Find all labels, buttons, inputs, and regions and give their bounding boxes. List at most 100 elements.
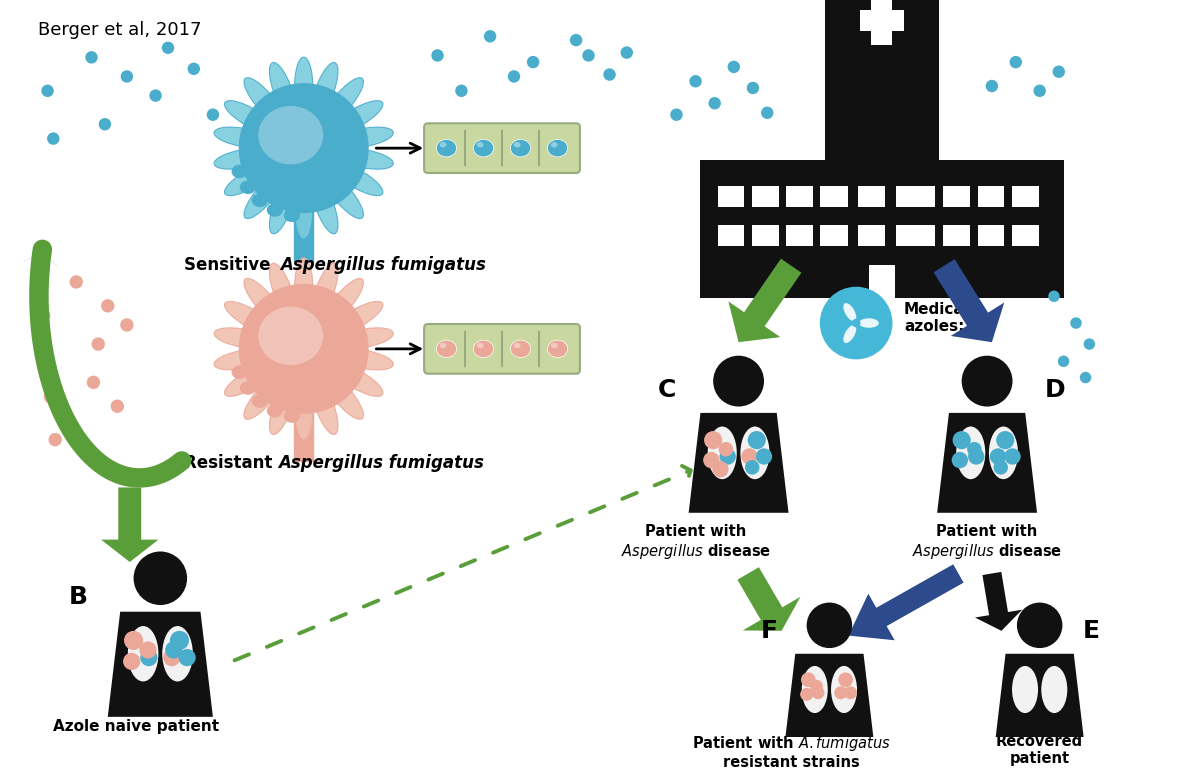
Circle shape bbox=[163, 649, 180, 666]
Ellipse shape bbox=[300, 338, 312, 348]
Ellipse shape bbox=[295, 258, 313, 316]
Ellipse shape bbox=[239, 83, 368, 213]
FancyBboxPatch shape bbox=[424, 324, 580, 374]
Text: Sensitive: Sensitive bbox=[185, 256, 276, 274]
Circle shape bbox=[1004, 448, 1021, 465]
Ellipse shape bbox=[284, 410, 299, 422]
Text: E: E bbox=[1082, 619, 1099, 644]
Circle shape bbox=[811, 686, 824, 699]
Ellipse shape bbox=[244, 373, 284, 419]
Circle shape bbox=[968, 448, 984, 465]
Circle shape bbox=[703, 452, 720, 468]
Polygon shape bbox=[738, 567, 800, 631]
Circle shape bbox=[91, 338, 104, 351]
Ellipse shape bbox=[295, 180, 313, 239]
Text: Aspergillus fumigatus: Aspergillus fumigatus bbox=[278, 454, 484, 472]
Ellipse shape bbox=[240, 181, 256, 194]
Ellipse shape bbox=[253, 374, 268, 386]
Ellipse shape bbox=[301, 324, 313, 333]
Circle shape bbox=[85, 51, 97, 63]
Ellipse shape bbox=[281, 379, 294, 389]
Ellipse shape bbox=[514, 142, 521, 147]
Circle shape bbox=[110, 399, 124, 413]
Circle shape bbox=[852, 318, 860, 328]
Ellipse shape bbox=[336, 149, 394, 169]
Bar bbox=[1012, 224, 1039, 246]
Circle shape bbox=[994, 460, 1008, 475]
Circle shape bbox=[41, 85, 54, 97]
Ellipse shape bbox=[318, 136, 329, 146]
Ellipse shape bbox=[128, 626, 158, 682]
Ellipse shape bbox=[331, 301, 383, 335]
Ellipse shape bbox=[224, 101, 276, 134]
Ellipse shape bbox=[289, 146, 301, 157]
Ellipse shape bbox=[331, 363, 383, 396]
Bar bbox=[786, 187, 814, 207]
Circle shape bbox=[952, 452, 968, 468]
Ellipse shape bbox=[214, 349, 271, 370]
Ellipse shape bbox=[239, 284, 368, 414]
Circle shape bbox=[834, 686, 847, 699]
Ellipse shape bbox=[844, 325, 857, 343]
Circle shape bbox=[708, 97, 721, 109]
Ellipse shape bbox=[287, 195, 301, 207]
Ellipse shape bbox=[311, 328, 323, 338]
Ellipse shape bbox=[295, 382, 313, 439]
Circle shape bbox=[810, 680, 823, 693]
Text: F: F bbox=[761, 619, 778, 644]
Ellipse shape bbox=[956, 426, 985, 480]
Ellipse shape bbox=[312, 179, 338, 234]
Polygon shape bbox=[785, 654, 874, 743]
Ellipse shape bbox=[274, 190, 288, 202]
Ellipse shape bbox=[224, 301, 276, 335]
Circle shape bbox=[985, 80, 998, 93]
Ellipse shape bbox=[260, 156, 274, 167]
Ellipse shape bbox=[474, 340, 493, 358]
Ellipse shape bbox=[268, 405, 282, 417]
Ellipse shape bbox=[290, 349, 302, 359]
Ellipse shape bbox=[281, 177, 294, 189]
Circle shape bbox=[1009, 56, 1022, 69]
Text: Azole naive patient: Azole naive patient bbox=[53, 719, 220, 734]
Ellipse shape bbox=[246, 362, 260, 373]
Circle shape bbox=[98, 118, 112, 130]
Ellipse shape bbox=[214, 328, 271, 348]
Text: Recovered
patient: Recovered patient bbox=[996, 734, 1084, 766]
Ellipse shape bbox=[312, 379, 338, 435]
Circle shape bbox=[1052, 66, 1064, 78]
Bar bbox=[824, 0, 940, 160]
Circle shape bbox=[1049, 291, 1060, 302]
Circle shape bbox=[704, 431, 722, 449]
Polygon shape bbox=[974, 572, 1022, 631]
Circle shape bbox=[720, 448, 736, 465]
Polygon shape bbox=[848, 564, 964, 640]
Ellipse shape bbox=[260, 356, 274, 368]
Circle shape bbox=[713, 461, 728, 477]
Ellipse shape bbox=[302, 341, 314, 350]
Ellipse shape bbox=[299, 137, 311, 147]
Circle shape bbox=[121, 70, 133, 82]
Ellipse shape bbox=[437, 340, 456, 358]
Ellipse shape bbox=[304, 141, 316, 151]
Ellipse shape bbox=[244, 78, 284, 124]
Ellipse shape bbox=[292, 351, 304, 361]
Ellipse shape bbox=[268, 204, 282, 216]
Circle shape bbox=[484, 30, 497, 42]
Circle shape bbox=[620, 46, 632, 59]
Circle shape bbox=[748, 431, 766, 449]
Circle shape bbox=[604, 69, 616, 81]
Circle shape bbox=[761, 106, 774, 119]
Ellipse shape bbox=[287, 396, 301, 407]
Ellipse shape bbox=[270, 62, 295, 118]
Ellipse shape bbox=[439, 343, 446, 348]
Bar bbox=[1012, 187, 1039, 207]
Ellipse shape bbox=[844, 303, 857, 321]
Polygon shape bbox=[995, 654, 1085, 743]
Ellipse shape bbox=[296, 152, 308, 162]
Ellipse shape bbox=[275, 352, 288, 362]
Ellipse shape bbox=[263, 183, 276, 195]
Circle shape bbox=[844, 686, 857, 699]
Ellipse shape bbox=[224, 363, 276, 396]
Ellipse shape bbox=[476, 142, 484, 147]
Ellipse shape bbox=[295, 57, 313, 116]
